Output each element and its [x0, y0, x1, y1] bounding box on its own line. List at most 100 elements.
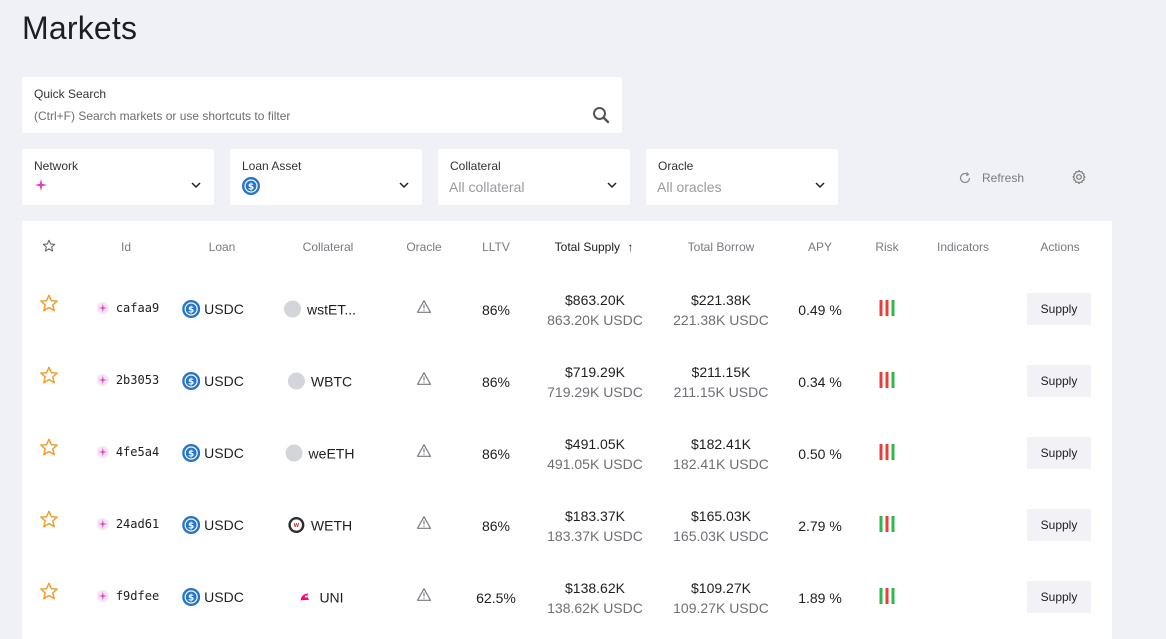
collateral-token-icon: [287, 372, 305, 390]
table-row[interactable]: cafaa9 $ USDC wstET... 86% $863.20K 863.…: [22, 272, 1112, 344]
header-total-supply[interactable]: Total Supply ↑: [555, 240, 634, 254]
svg-text:$: $: [188, 306, 194, 316]
network-icon: [96, 374, 109, 386]
header-loan[interactable]: Loan: [208, 240, 236, 254]
total-supply-token: 138.62K USDC: [547, 600, 643, 616]
svg-text:$: $: [188, 450, 194, 460]
total-borrow-usd: $109.27K: [691, 580, 751, 596]
total-supply: $719.29K 719.29K USDC: [547, 362, 643, 402]
usdc-icon: $: [182, 588, 201, 606]
header-collateral[interactable]: Collateral: [302, 240, 354, 254]
market-id-text: f9dfee: [115, 589, 160, 603]
header-id[interactable]: Id: [120, 240, 132, 254]
star-icon: [40, 438, 58, 456]
usdc-icon: $: [182, 516, 201, 534]
collateral-filter[interactable]: Collateral All collateral: [438, 149, 630, 205]
total-supply-token: 183.37K USDC: [547, 528, 643, 544]
favorites-header-star-icon[interactable]: [42, 239, 56, 253]
network-filter[interactable]: Network: [22, 149, 214, 205]
table-row[interactable]: 2b3053 $ USDC WBTC 86% $719.29K 719.29K …: [22, 344, 1112, 416]
collateral-asset: UNI: [296, 589, 344, 606]
supply-button[interactable]: Supply: [1027, 365, 1091, 397]
search-input[interactable]: (Ctrl+F) Search markets or use shortcuts…: [34, 109, 291, 123]
total-supply-usd: $863.20K: [565, 292, 625, 308]
header-oracle[interactable]: Oracle: [406, 240, 442, 254]
market-id[interactable]: 24ad61: [96, 517, 159, 531]
risk-bar: [891, 444, 895, 460]
oracle-warning[interactable]: [416, 372, 432, 391]
warning-icon: [416, 372, 432, 385]
total-supply: $491.05K 491.05K USDC: [547, 434, 643, 474]
header-total-borrow[interactable]: Total Borrow: [687, 240, 755, 254]
market-id-text: 2b3053: [115, 373, 160, 387]
favorite-star-button[interactable]: [39, 438, 59, 463]
loan-asset: $ USDC: [182, 516, 244, 534]
market-id[interactable]: f9dfee: [96, 589, 160, 603]
sort-ascending-icon: ↑: [627, 240, 634, 254]
supply-button[interactable]: Supply: [1027, 437, 1091, 469]
total-supply: $183.37K 183.37K USDC: [547, 506, 643, 546]
supply-button-wrap[interactable]: Supply: [1027, 437, 1091, 469]
total-borrow: $182.41K 182.41K USDC: [673, 434, 769, 474]
supply-button-wrap[interactable]: Supply: [1027, 509, 1091, 541]
oracle-warning[interactable]: [416, 516, 432, 535]
svg-text:$: $: [188, 522, 194, 532]
table-row[interactable]: 4fe5a4 $ USDC weETH 86% $491.05K 491.05K…: [22, 416, 1112, 488]
oracle-warning[interactable]: [416, 588, 432, 607]
market-id[interactable]: 2b3053: [96, 373, 160, 387]
supply-button[interactable]: Supply: [1027, 293, 1091, 325]
oracle-warning[interactable]: [416, 444, 432, 463]
header-lltv[interactable]: LLTV: [482, 240, 510, 254]
gear-icon[interactable]: [1071, 169, 1087, 185]
total-borrow-token: 182.41K USDC: [673, 456, 769, 472]
refresh-icon: [959, 172, 971, 184]
total-borrow-token: 165.03K USDC: [673, 528, 769, 544]
supply-button[interactable]: Supply: [1027, 581, 1091, 613]
risk-bar: [879, 588, 883, 604]
supply-button[interactable]: Supply: [1027, 509, 1091, 541]
favorite-star-button[interactable]: [39, 582, 59, 607]
quick-search-box[interactable]: Quick Search (Ctrl+F) Search markets or …: [22, 77, 622, 133]
loan-asset-label: USDC: [204, 373, 244, 389]
total-supply-usd: $183.37K: [565, 508, 625, 524]
total-supply-token: 863.20K USDC: [547, 312, 643, 328]
network-icon: [96, 302, 109, 314]
total-borrow-usd: $182.41K: [691, 436, 751, 452]
table-row[interactable]: f9dfee $ USDC UNI 62.5% $138.62K 138.62K…: [22, 560, 1112, 632]
risk-indicator[interactable]: [879, 372, 895, 388]
favorite-star-button[interactable]: [39, 510, 59, 535]
loan-asset-label: USDC: [204, 517, 244, 533]
supply-button-wrap[interactable]: Supply: [1027, 365, 1091, 397]
favorite-star-button[interactable]: [39, 366, 59, 391]
network-icon: [35, 179, 47, 191]
risk-bar: [879, 300, 883, 316]
network-icon: [96, 446, 109, 458]
total-borrow-usd: $165.03K: [691, 508, 751, 524]
risk-indicator[interactable]: [879, 516, 895, 532]
network-icon: [96, 590, 109, 602]
risk-indicator[interactable]: [879, 300, 895, 316]
supply-button-wrap[interactable]: Supply: [1027, 293, 1091, 325]
risk-bar: [891, 588, 895, 604]
market-id[interactable]: cafaa9: [96, 301, 159, 315]
search-icon[interactable]: [592, 106, 610, 124]
total-borrow: $109.27K 109.27K USDC: [673, 578, 769, 618]
svg-text:$: $: [248, 183, 254, 193]
table-row[interactable]: 24ad61 $ USDC W WETH 86% $183.37K 183.37…: [22, 488, 1112, 560]
refresh-button[interactable]: Refresh: [958, 168, 1024, 188]
loan-asset-label: USDC: [204, 445, 244, 461]
header-apy[interactable]: APY: [807, 240, 833, 254]
apy-value: 2.79 %: [798, 518, 842, 534]
header-risk[interactable]: Risk: [875, 240, 899, 254]
risk-indicator[interactable]: [879, 588, 895, 604]
loan-asset-filter[interactable]: Loan Asset $: [230, 149, 422, 205]
oracle-filter[interactable]: Oracle All oracles: [646, 149, 838, 205]
supply-button-wrap[interactable]: Supply: [1027, 581, 1091, 613]
favorite-star-button[interactable]: [39, 294, 59, 319]
oracle-warning[interactable]: [416, 300, 432, 319]
risk-indicator[interactable]: [879, 444, 895, 460]
warning-icon: [416, 516, 432, 529]
market-id[interactable]: 4fe5a4: [96, 445, 159, 459]
total-borrow-token: 221.38K USDC: [673, 312, 769, 328]
total-borrow: $221.38K 221.38K USDC: [673, 290, 769, 330]
